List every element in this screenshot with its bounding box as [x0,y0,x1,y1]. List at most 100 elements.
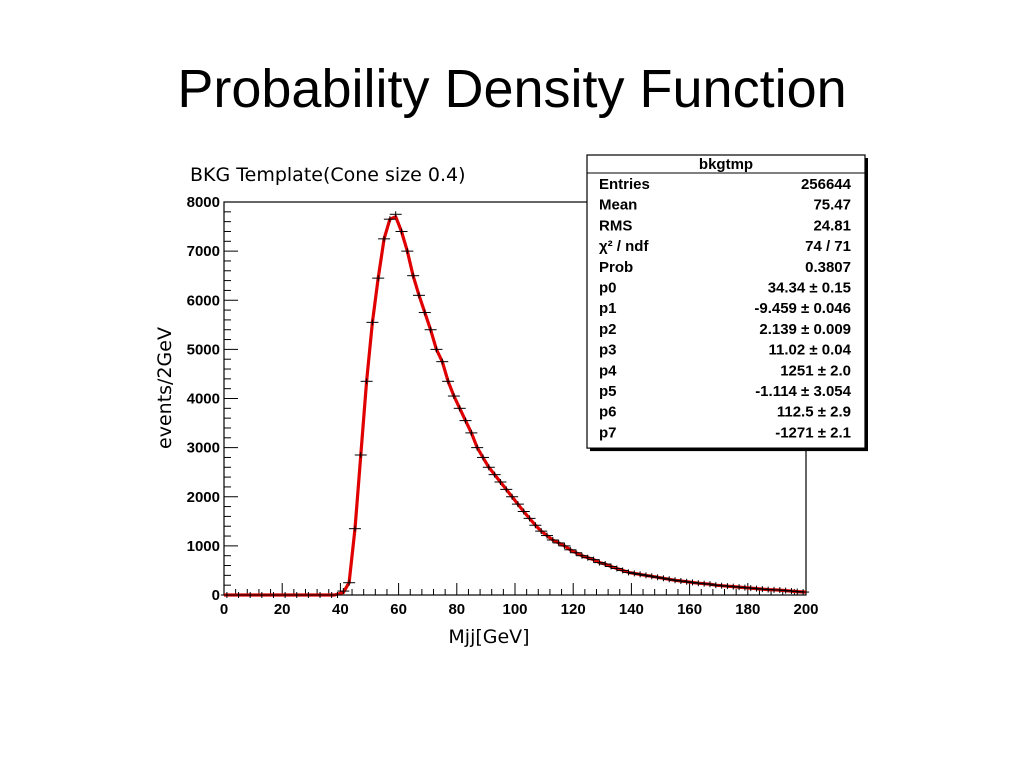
data-point [529,522,542,529]
data-point [453,405,466,412]
stats-row-label: p1 [599,300,617,317]
data-point [663,576,676,583]
data-point [360,378,373,385]
data-point [430,346,443,353]
stats-row-value: 256644 [801,176,852,193]
data-point [494,479,507,486]
stats-row-label: p6 [599,404,617,421]
data-point [471,444,484,451]
x-tick-label: 60 [390,601,407,618]
data-point [587,556,600,563]
data-point [366,319,379,326]
stats-row-label: p2 [599,321,617,338]
data-point [645,573,658,580]
data-point [680,578,693,585]
x-tick-label: 200 [793,601,818,618]
stats-row-label: Prob [599,259,633,276]
x-tick-label: 0 [220,601,228,618]
data-point [436,358,449,365]
stats-row-label: p7 [599,424,617,441]
data-point [639,572,652,579]
stats-row-value: 75.47 [813,197,851,214]
data-point [476,454,489,461]
data-point [564,546,577,553]
y-axis: 0 1000 2000 3000 4000 5000 6000 7000 8000 [187,194,238,604]
data-point [511,501,524,508]
data-point [546,536,559,543]
stats-box-frame [586,154,866,449]
data-point [378,235,391,242]
stats-row-value: 112.5 ± 2.9 [777,404,851,421]
data-point [622,569,635,576]
stats-box: bkgtmp Entries 256644 Mean 75.47 RMS 24.81 χ² /… [586,154,868,452]
data-point [290,592,303,598]
stats-row-label: χ² / ndf [599,238,649,255]
data-point [686,579,699,586]
data-point [703,581,716,588]
data-point [220,592,233,598]
data-point [337,588,350,595]
stats-row-value: 74 / 71 [805,238,851,255]
stats-row-value: 34.34 ± 0.15 [768,280,851,297]
data-point [314,592,327,598]
stats-row-value: 24.81 [813,217,851,234]
data-point [389,211,402,218]
data-point [465,429,478,436]
stats-row-label: RMS [599,217,632,234]
data-point [634,571,647,578]
stats-row-label: Entries [599,176,650,193]
y-axis-label: events/2GeV [154,327,176,449]
data-point [267,592,280,598]
data-point [651,574,664,581]
x-tick-label: 100 [502,601,527,618]
stats-row-value: 11.02 ± 0.04 [769,342,852,359]
x-tick-label: 140 [619,601,644,618]
y-tick-label: 4000 [187,391,220,408]
data-point [628,570,641,577]
data-point [232,592,245,598]
y-tick-label: 7000 [187,243,220,260]
data-point [424,326,437,333]
data-point [488,471,501,478]
x-tick-label: 120 [561,601,586,618]
stats-row-label: p4 [599,362,617,379]
stats-row-label: p3 [599,342,617,359]
data-point [354,451,367,458]
data-point [459,417,472,424]
x-tick-label: 20 [274,601,291,618]
data-point [657,575,670,582]
data-point [517,508,530,515]
y-tick-label: 0 [212,587,220,604]
x-tick-label: 80 [448,601,465,618]
data-point [244,592,257,598]
data-point [255,592,268,598]
data-point [343,579,356,586]
data-point [383,216,396,223]
data-point [535,528,548,535]
stats-row-value: 1251 ± 2.0 [780,362,851,379]
data-point [593,559,606,566]
y-tick-label: 6000 [187,292,220,309]
y-tick-label: 1000 [187,538,220,555]
data-point [442,378,455,385]
stats-row-value: -1.114 ± 3.054 [755,383,851,400]
data-point [395,228,408,235]
data-point [372,275,385,282]
slide-title: Probability Density Function [177,59,847,119]
x-tick-label: 160 [677,601,702,618]
data-point [407,272,420,279]
x-axis-label: Mjj[GeV] [448,626,529,648]
data-point [482,464,495,471]
x-axis: 0 20 40 60 80 100 120 140 160 180 200 [220,583,819,618]
y-tick-label: 5000 [187,341,220,358]
y-tick-label: 3000 [187,440,220,457]
data-point [558,542,571,549]
data-point [279,592,292,598]
stats-row-value: 0.3807 [805,259,851,276]
data-point [541,532,554,539]
data-point [412,292,425,299]
stats-row-value: -1271 ± 2.1 [775,424,851,441]
x-tick-label: 40 [332,601,349,618]
data-point [552,539,565,546]
